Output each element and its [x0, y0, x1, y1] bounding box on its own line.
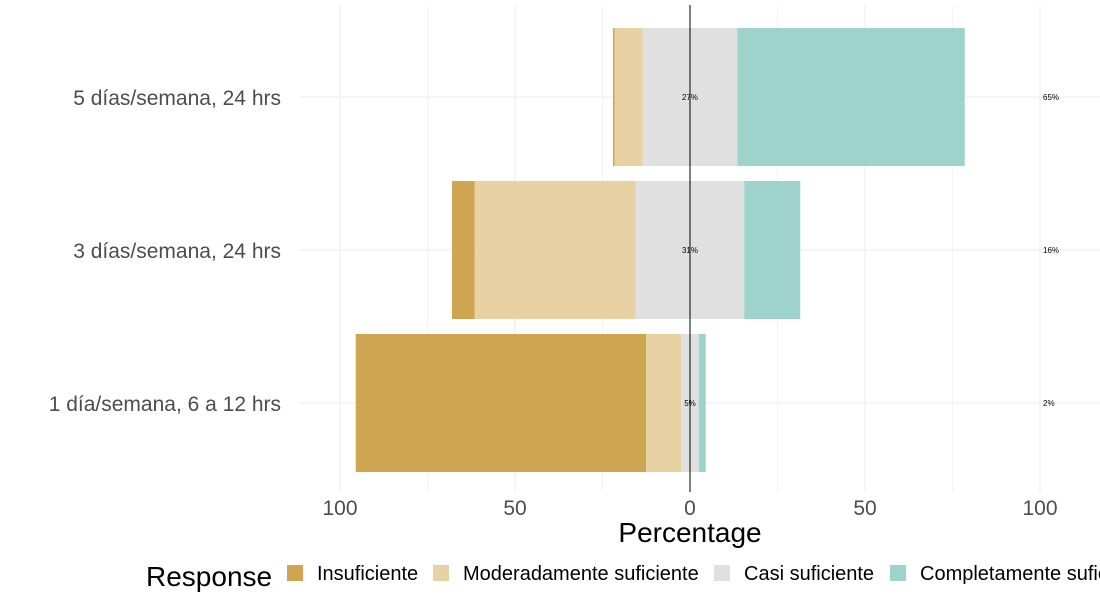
legend-label: Casi suficiente [744, 563, 874, 585]
bar-segment [474, 181, 636, 319]
bar-segment [452, 181, 475, 319]
category-label: 5 días/semana, 24 hrs [73, 87, 281, 110]
legend-swatch [890, 565, 906, 581]
right-percent-label: 65% [1043, 93, 1059, 102]
category-label: 1 día/semana, 6 a 12 hrs [49, 393, 281, 416]
bar-segment [646, 334, 682, 472]
x-tick-label: 50 [503, 497, 526, 520]
legend-label: Moderadamente suficiente [463, 563, 699, 585]
x-tick-label: 50 [853, 497, 876, 520]
x-tick-label: 100 [1022, 497, 1057, 520]
x-axis-label: Percentage [618, 517, 761, 548]
legend-label: Insuficiente [317, 563, 418, 585]
category-labels: 5 días/semana, 24 hrs 3 días/semana, 24 h… [49, 87, 281, 416]
legend-title: Response [146, 561, 272, 592]
bars [355, 28, 965, 472]
legend-item: Insuficiente [287, 563, 418, 585]
x-tick-label: 0 [684, 497, 696, 520]
bar-segment [698, 334, 706, 472]
legend-swatch [433, 565, 449, 581]
legend-swatch [287, 565, 303, 581]
bar-segment [614, 28, 643, 166]
legend-swatch [714, 565, 730, 581]
bar-labels: 27% 65% 31% 16% 5% 2% [682, 93, 1059, 408]
x-tick-labels: 100 50 0 50 100 [322, 497, 1057, 520]
category-label: 3 días/semana, 24 hrs [73, 240, 281, 263]
bar-segment [355, 334, 647, 472]
legend-item: Completamente suficiente [890, 563, 1100, 585]
right-percent-label: 2% [1043, 399, 1055, 408]
x-tick-label: 100 [322, 497, 357, 520]
legend-item: Casi suficiente [714, 563, 874, 585]
center-percent-label: 5% [684, 399, 696, 408]
bar-segment [744, 181, 801, 319]
legend-item: Moderadamente suficiente [433, 563, 699, 585]
bar-segment [613, 28, 615, 166]
center-percent-label: 31% [682, 246, 698, 255]
center-percent-label: 27% [682, 93, 698, 102]
right-percent-label: 16% [1043, 246, 1059, 255]
legend: Response Insuficiente Moderadamente sufic… [146, 561, 1100, 592]
bar-segment [737, 28, 965, 166]
legend-label: Completamente suficiente [920, 563, 1100, 585]
